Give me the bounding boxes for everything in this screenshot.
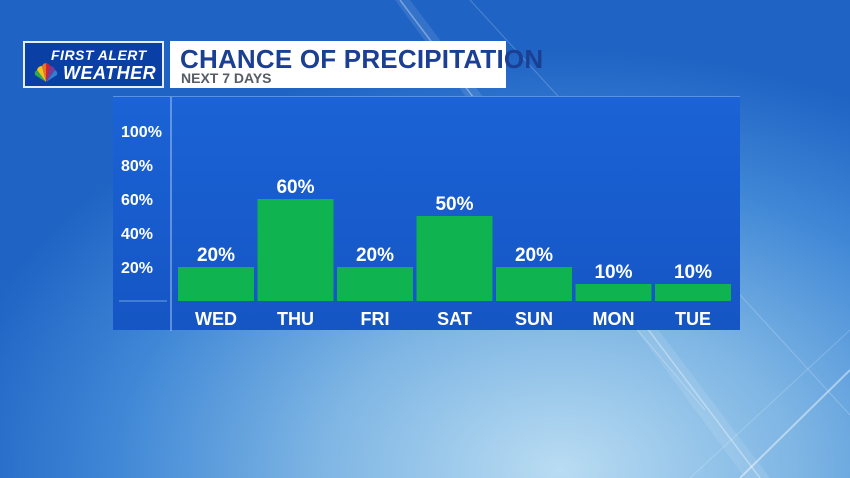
bar-mon — [575, 284, 652, 301]
chart-panel: 20% 40% 60% 80% 100% 20% WED 60% THU 20% FRI 50% SAT… — [113, 96, 740, 331]
x-tick-label: FRI — [361, 309, 390, 329]
logo-text-weather: WEATHER — [63, 63, 157, 83]
bar-wed — [178, 267, 254, 301]
value-label: 20% — [197, 245, 235, 266]
value-label: 50% — [435, 194, 473, 215]
bar-thu — [257, 199, 334, 301]
value-label: 10% — [674, 262, 712, 283]
chart-subtitle: NEXT 7 DAYS — [181, 70, 272, 86]
logo-text-first-alert: FIRST ALERT — [51, 47, 147, 63]
x-tick-label: SUN — [515, 309, 553, 329]
precipitation-bar-chart: 20% 40% 60% 80% 100% 20% WED 60% THU 20% FRI 50% SAT… — [119, 97, 731, 331]
y-tick-label: 60% — [121, 192, 153, 209]
y-tick-label: 80% — [121, 158, 153, 175]
x-tick-label: MON — [593, 309, 635, 329]
bar-sun — [496, 267, 572, 301]
bar-tue — [655, 284, 731, 301]
x-tick-label: WED — [195, 309, 237, 329]
value-label: 20% — [356, 245, 394, 266]
value-label: 20% — [515, 245, 553, 266]
value-label: 10% — [594, 262, 632, 283]
y-tick-label: 100% — [121, 124, 162, 141]
chart-title: CHANCE OF PRECIPITATION — [180, 44, 544, 74]
x-tick-label: SAT — [437, 309, 472, 329]
title-banner: CHANCE OF PRECIPITATION NEXT 7 DAYS — [170, 41, 543, 88]
x-tick-label: THU — [277, 309, 314, 329]
bar-fri — [337, 267, 413, 301]
y-tick-label: 40% — [121, 226, 153, 243]
bar-sat — [416, 216, 493, 301]
peacock-icon — [34, 63, 58, 82]
y-tick-label: 20% — [121, 260, 153, 277]
x-tick-label: TUE — [675, 309, 711, 329]
value-label: 60% — [276, 177, 314, 198]
first-alert-weather-logo: FIRST ALERT WEATHER — [23, 41, 164, 88]
